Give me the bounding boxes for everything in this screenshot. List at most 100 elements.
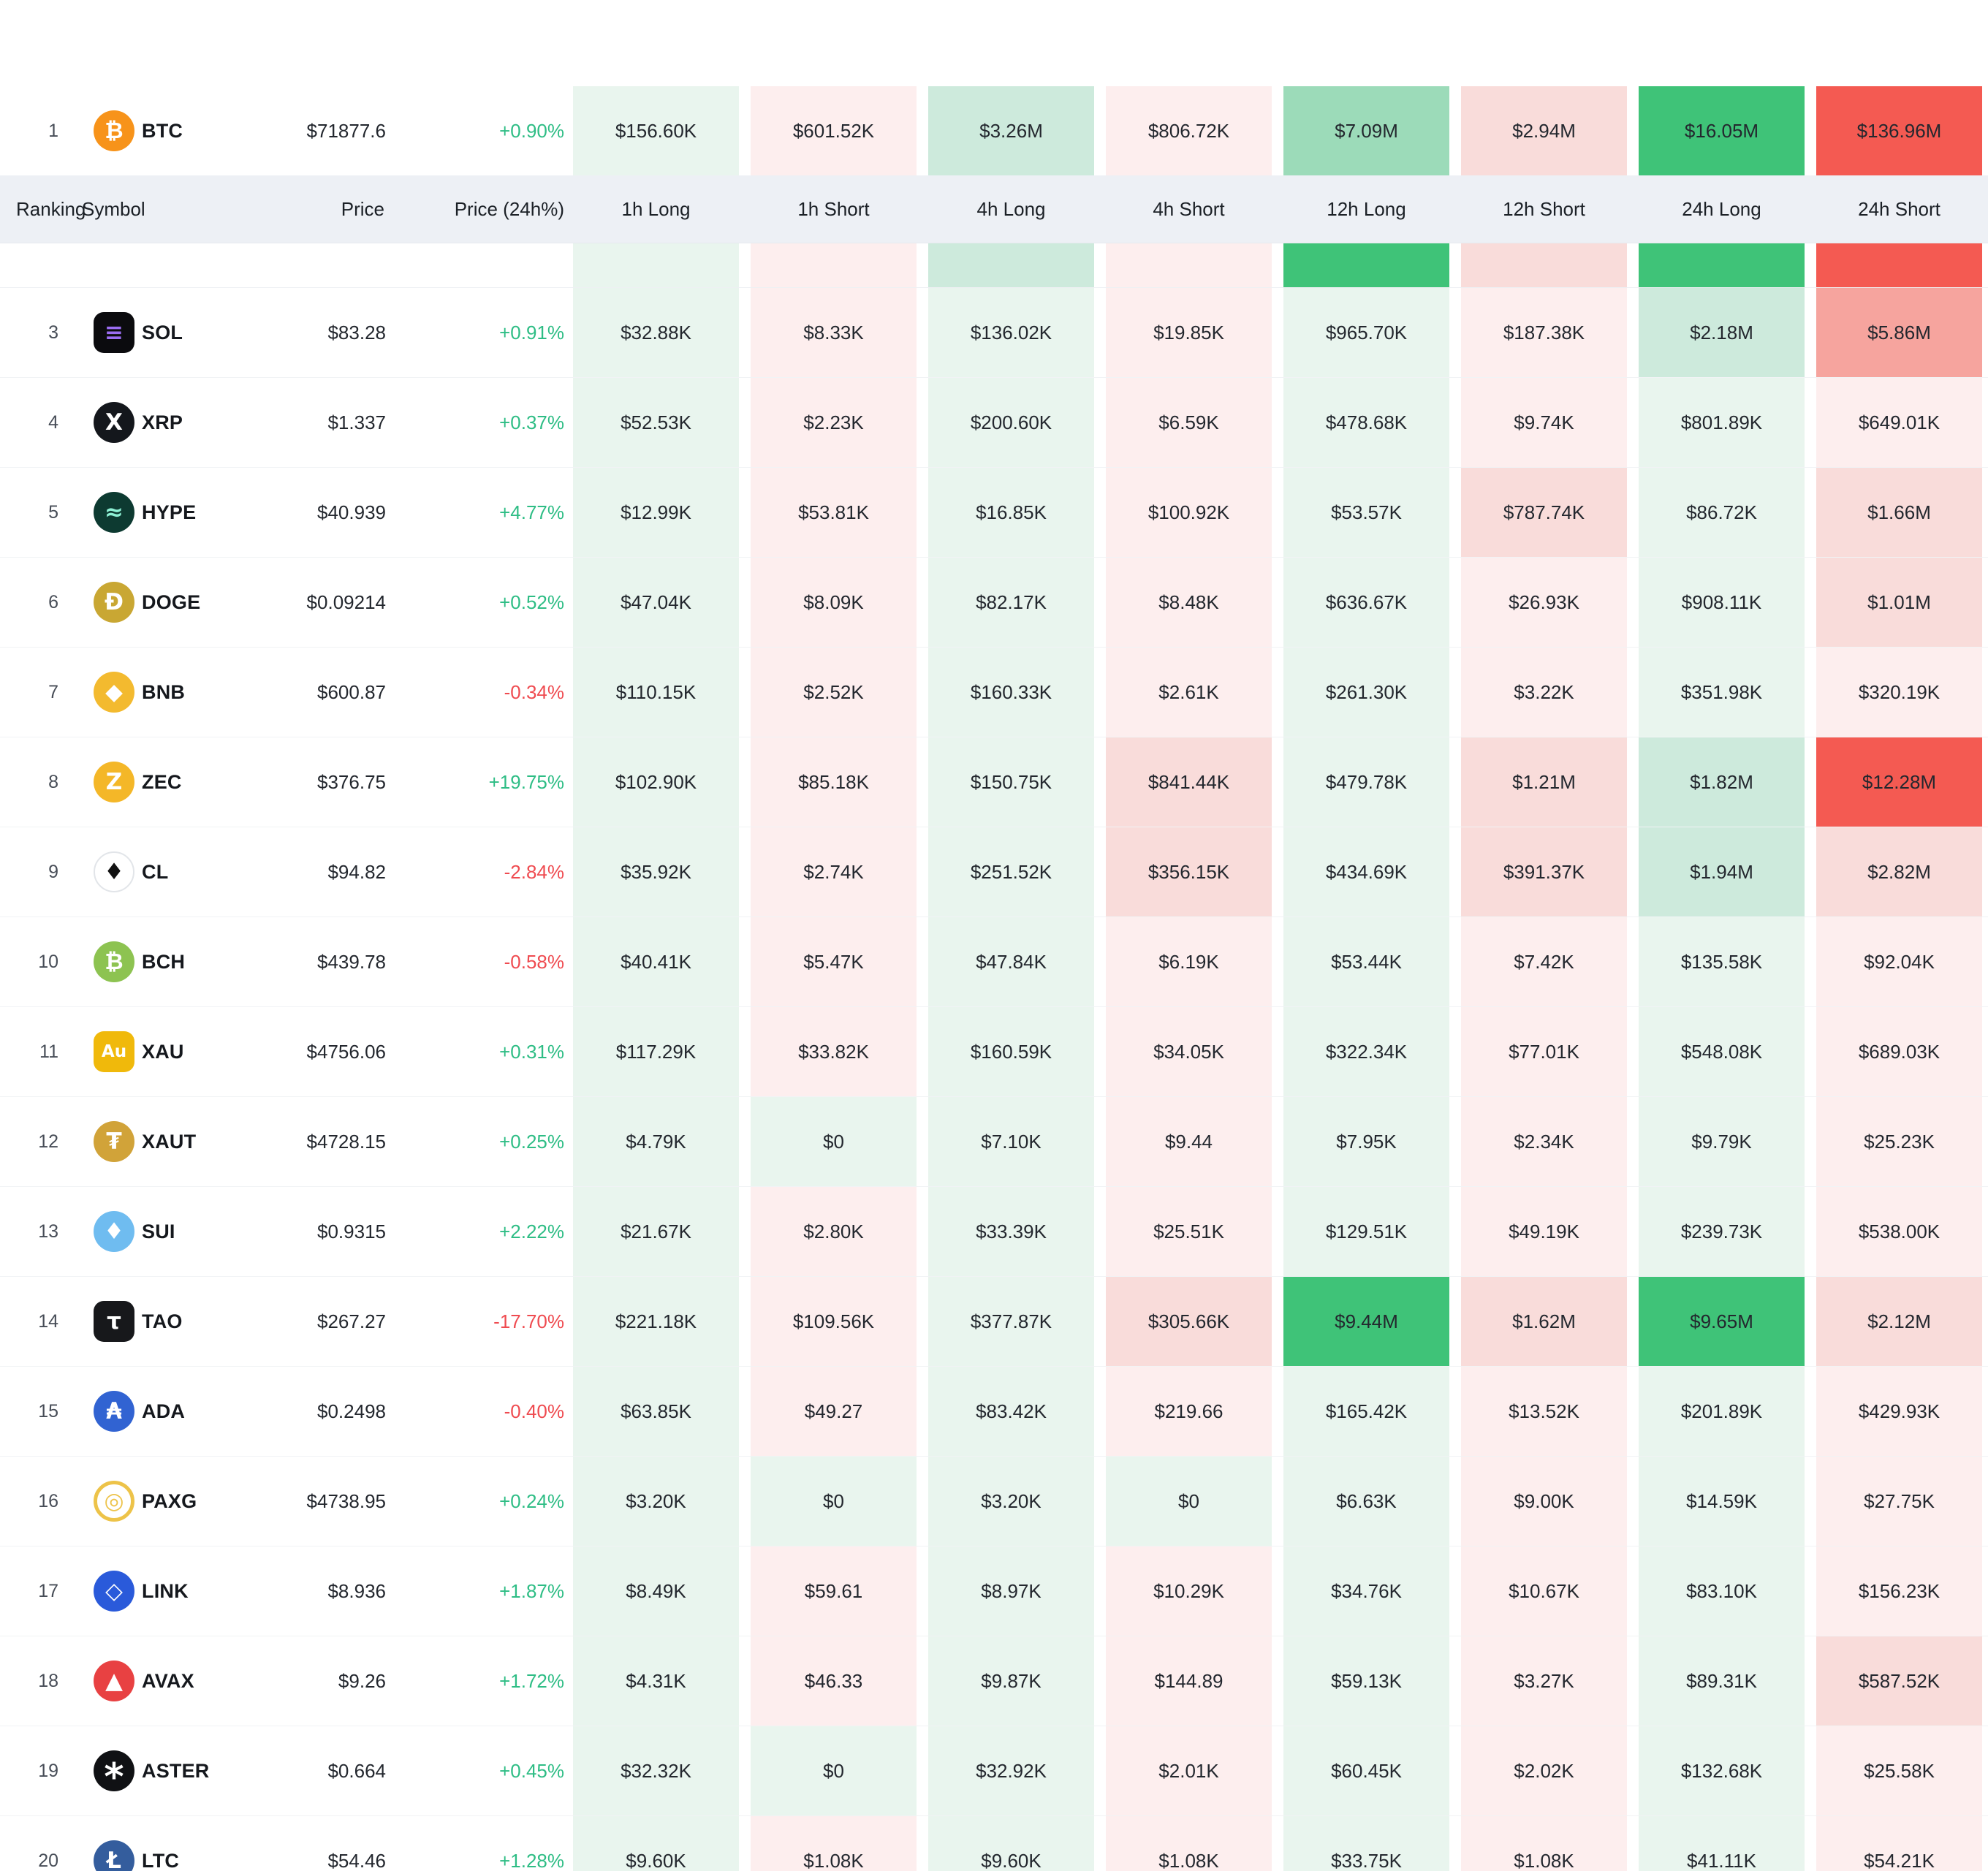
value-col-h1s: $2.52K	[745, 648, 922, 737]
value-h24s: $320.19K	[1816, 648, 1982, 737]
value-h1l: $102.90K	[573, 737, 739, 827]
value-h1s: $601.52K	[751, 86, 917, 175]
value-h24s: $12.28M	[1816, 737, 1982, 827]
symbol-cell: ₿ BCH	[73, 941, 197, 982]
table-row-link[interactable]: 17 ◇ LINK $8.936 +1.87% $8.49K $59.61 $8.97K $10…	[0, 1546, 1988, 1636]
btc-coin-icon: ₿	[94, 110, 134, 151]
value-col-h12l: $53.44K	[1278, 917, 1455, 1006]
value-h24l: $9.65M	[1639, 1277, 1805, 1366]
value-h24l: $908.11K	[1639, 558, 1805, 647]
header-h12l[interactable]: 12h Long	[1327, 197, 1406, 220]
empty-cell	[0, 243, 73, 287]
value-block	[1816, 243, 1982, 287]
value-col	[922, 243, 1100, 287]
zec-coin-icon: Z	[94, 762, 134, 802]
value-col-h24l: $41.11K	[1633, 1816, 1810, 1871]
rank-cell: 19	[38, 1760, 58, 1781]
table-row-xrp[interactable]: 4 X XRP $1.337 +0.37% $52.53K $2.23K $200.60K $6…	[0, 378, 1988, 468]
value-col-h12l: $322.34K	[1278, 1007, 1455, 1096]
value-h24l: $1.82M	[1639, 737, 1805, 827]
header-h1s[interactable]: 1h Short	[797, 197, 870, 220]
value-h24l: $1.94M	[1639, 827, 1805, 916]
table-row-paxg[interactable]: 16 ◎ PAXG $4738.95 +0.24% $3.20K $0 $3.20K $0 $6.…	[0, 1457, 1988, 1546]
header-price[interactable]: Price	[341, 197, 384, 220]
table-row-ltc[interactable]: 20 Ł LTC $54.46 +1.28% $9.60K $1.08K $9.60K $1.0…	[0, 1816, 1988, 1871]
value-col-h4l: $377.87K	[922, 1277, 1100, 1366]
table-row-aster[interactable]: 19 * ASTER $0.664 +0.45% $32.32K $0 $32.92K $2.0…	[0, 1726, 1988, 1816]
value-col-h24l: $9.79K	[1633, 1097, 1810, 1186]
price-cell: $54.46	[327, 1849, 386, 1871]
value-col-h24s: $2.12M	[1810, 1277, 1988, 1366]
table-row-sui[interactable]: 13 ♦ SUI $0.9315 +2.22% $21.67K $2.80K $33.39K $…	[0, 1187, 1988, 1277]
value-h1l: $221.18K	[573, 1277, 739, 1366]
header-rank[interactable]: Ranking	[16, 197, 86, 220]
table-row-partial[interactable]	[0, 243, 1988, 288]
value-h4s: $841.44K	[1106, 737, 1272, 827]
price-cell: $8.936	[327, 1579, 386, 1602]
table-row-doge[interactable]: 6 Ð DOGE $0.09214 +0.52% $47.04K $8.09K $82.17K…	[0, 558, 1988, 648]
value-col-h24l: $239.73K	[1633, 1187, 1810, 1276]
rank-cell: 11	[39, 1041, 58, 1062]
table-row-btc[interactable]: 1 ₿ BTC $71877.6 +0.90% $156.60K $601.52K $3.26…	[0, 86, 1988, 175]
coin-glyph: ₿	[105, 949, 124, 975]
table-row-bnb[interactable]: 7 ◆ BNB $600.87 -0.34% $110.15K $2.52K $160.33K…	[0, 648, 1988, 737]
value-col-h24s: $2.82M	[1810, 827, 1988, 916]
header-h4s[interactable]: 4h Short	[1153, 197, 1225, 220]
value-h1l: $4.31K	[573, 1636, 739, 1726]
value-h4l: $136.02K	[928, 288, 1094, 377]
header-symbol[interactable]: Symbol	[82, 197, 145, 220]
value-h24s: $25.58K	[1816, 1726, 1982, 1815]
header-h1l[interactable]: 1h Long	[621, 197, 691, 220]
value-col-h4l: $8.97K	[922, 1546, 1100, 1636]
symbol-cell: Au XAU	[73, 1031, 197, 1072]
coin-glyph: Ð	[105, 589, 124, 615]
value-col-h12s: $2.94M	[1455, 86, 1633, 175]
value-h4l: $82.17K	[928, 558, 1094, 647]
value-h1s: $2.74K	[751, 827, 917, 916]
symbol-cell: X XRP	[73, 402, 197, 443]
value-col-h12l: $636.67K	[1278, 558, 1455, 647]
value-h4l: $9.60K	[928, 1816, 1094, 1871]
header-h4l[interactable]: 4h Long	[976, 197, 1046, 220]
header-h24l[interactable]: 24h Long	[1682, 197, 1761, 220]
value-h12s: $187.38K	[1461, 288, 1627, 377]
table-row-zec[interactable]: 8 Z ZEC $376.75 +19.75% $102.90K $85.18K $150.7…	[0, 737, 1988, 827]
value-h4s: $19.85K	[1106, 288, 1272, 377]
header-change[interactable]: Price (24h%)	[454, 197, 564, 220]
symbol-cell: ≡ SOL	[73, 312, 197, 353]
table-row-ada[interactable]: 15 ₳ ADA $0.2498 -0.40% $63.85K $49.27 $83.42K $…	[0, 1367, 1988, 1457]
change-percent-cell: +2.22%	[499, 1220, 564, 1242]
value-h12s: $2.02K	[1461, 1726, 1627, 1815]
value-col-h24s: $25.58K	[1810, 1726, 1988, 1815]
value-h12l: $53.57K	[1283, 468, 1449, 557]
value-col-h4s: $19.85K	[1100, 288, 1278, 377]
table-row-tao[interactable]: 14 τ TAO $267.27 -17.70% $221.18K $109.56K $377…	[0, 1277, 1988, 1367]
sol-coin-icon: ≡	[94, 312, 134, 353]
table-row-hype[interactable]: 5 ≈ HYPE $40.939 +4.77% $12.99K $53.81K $16.85K…	[0, 468, 1988, 558]
table-row-cl[interactable]: 9 ♦ CL $94.82 -2.84% $35.92K $2.74K $251.52K $35…	[0, 827, 1988, 917]
value-col-h24s: $538.00K	[1810, 1187, 1988, 1276]
value-h12l: $129.51K	[1283, 1187, 1449, 1276]
table-row-bch[interactable]: 10 ₿ BCH $439.78 -0.58% $40.41K $5.47K $47.84K $…	[0, 917, 1988, 1007]
header-h24s[interactable]: 24h Short	[1858, 197, 1940, 220]
table-row-xau[interactable]: 11 Au XAU $4756.06 +0.31% $117.29K $33.82K $160…	[0, 1007, 1988, 1097]
value-col-h12s: $7.42K	[1455, 917, 1633, 1006]
table-row-xaut[interactable]: 12 ₮ XAUT $4728.15 +0.25% $4.79K $0 $7.10K $9.44…	[0, 1097, 1988, 1187]
value-h1s: $46.33	[751, 1636, 917, 1726]
table-row-avax[interactable]: 18 ▲ AVAX $9.26 +1.72% $4.31K $46.33 $9.87K $144…	[0, 1636, 1988, 1726]
value-h24s: $92.04K	[1816, 917, 1982, 1006]
value-h1l: $3.20K	[573, 1457, 739, 1546]
change-percent-cell: +0.45%	[499, 1759, 564, 1782]
value-col-h12s: $10.67K	[1455, 1546, 1633, 1636]
hype-coin-icon: ≈	[94, 492, 134, 533]
value-col	[1633, 243, 1810, 287]
value-h4s: $0	[1106, 1457, 1272, 1546]
header-h12s[interactable]: 12h Short	[1503, 197, 1585, 220]
value-h1l: $9.60K	[573, 1816, 739, 1871]
empty-cell	[387, 243, 567, 287]
value-col-h1l: $9.60K	[567, 1816, 745, 1871]
value-col-h4l: $3.20K	[922, 1457, 1100, 1546]
value-h24s: $538.00K	[1816, 1187, 1982, 1276]
value-col-h12s: $13.52K	[1455, 1367, 1633, 1456]
table-row-sol[interactable]: 3 ≡ SOL $83.28 +0.91% $32.88K $8.33K $136.02K $1…	[0, 288, 1988, 378]
